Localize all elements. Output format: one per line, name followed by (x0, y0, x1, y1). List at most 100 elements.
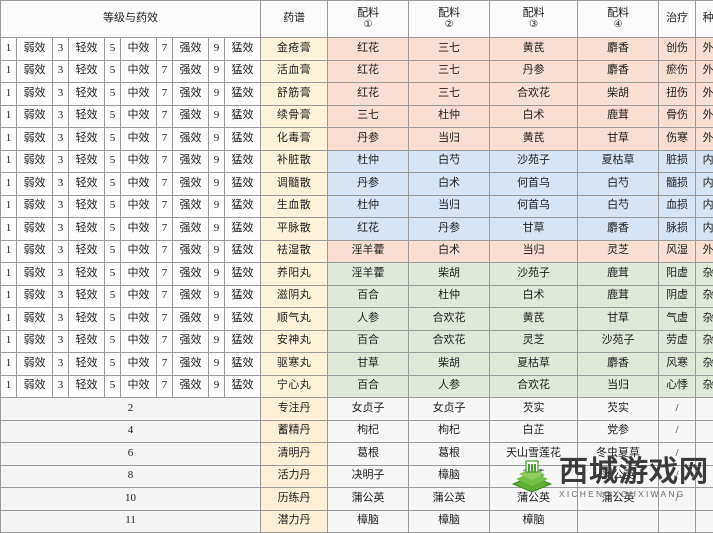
ingredient-2: 葛根 (409, 443, 490, 466)
ingredient-2: 三七 (409, 38, 490, 61)
ingredient-4: 蒲公英 (578, 488, 659, 511)
level-number: 7 (157, 308, 173, 331)
cure-target: 骨伤 (659, 105, 696, 128)
pill-name: 清明丹 (261, 443, 328, 466)
table-row: 1弱效3轻效5中效7强效9猛效祛湿散淫羊藿白术当归灵芝风湿外伤 (1, 240, 713, 263)
ingredient-2: 三七 (409, 83, 490, 106)
level-effect: 轻效 (69, 218, 105, 241)
recipe-name: 调髓散 (261, 173, 328, 196)
level-number: 3 (53, 83, 69, 106)
ingredient-3: 丹参 (490, 60, 578, 83)
level-effect: 中效 (121, 240, 157, 263)
ingredient-4: 麝香 (578, 218, 659, 241)
ingredient-1: 人参 (328, 308, 409, 331)
ingredient-4: 鹿茸 (578, 105, 659, 128)
level-number: 9 (209, 195, 225, 218)
ingredient-1: 决明子 (328, 465, 409, 488)
level-number: 3 (53, 38, 69, 61)
level-effect: 强效 (173, 195, 209, 218)
ingredient-2: 枸杞 (409, 420, 490, 443)
level-effect: 弱效 (17, 353, 53, 376)
recipe-name: 活血膏 (261, 60, 328, 83)
level-effect: 中效 (121, 60, 157, 83)
recipe-name: 续骨膏 (261, 105, 328, 128)
level-number: 9 (209, 330, 225, 353)
level-number: 3 (53, 60, 69, 83)
level-number: 7 (157, 128, 173, 151)
level-number: 5 (105, 173, 121, 196)
level-number: 3 (53, 128, 69, 151)
table-row: 1弱效3轻效5中效7强效9猛效驱寒丸甘草柴胡夏枯草麝香风寒杂症 (1, 353, 713, 376)
level-number: 7 (157, 105, 173, 128)
recipe-kind: 杂症 (696, 330, 713, 353)
ingredient-2: 杜仲 (409, 105, 490, 128)
level-number: 9 (209, 173, 225, 196)
ingredient-1: 丹参 (328, 128, 409, 151)
level-number: 7 (157, 83, 173, 106)
level-effect: 强效 (173, 105, 209, 128)
ingredient-1: 红花 (328, 218, 409, 241)
cure-target: 髓损 (659, 173, 696, 196)
level-effect: 轻效 (69, 308, 105, 331)
ingredient-3: 黄芪 (490, 128, 578, 151)
ingredient-3: 夏枯草 (490, 353, 578, 376)
ingredient-3: 天山雪莲花 (490, 443, 578, 466)
level-number: 5 (105, 105, 121, 128)
level-number: 3 (53, 285, 69, 308)
level-effect: 猛效 (225, 38, 261, 61)
cure-target: 劳虚 (659, 330, 696, 353)
ingredient-4: 蒲公英 (578, 465, 659, 488)
header-ingredient-3-number: ③ (490, 20, 577, 31)
level-effect: 轻效 (69, 105, 105, 128)
ingredient-3: 黄芪 (490, 38, 578, 61)
table-row: 1弱效3轻效5中效7强效9猛效生血散杜仲当归何首乌白芍血损内伤 (1, 195, 713, 218)
table-body-potions: 1弱效3轻效5中效7强效9猛效金疮膏红花三七黄芪麝香创伤外伤1弱效3轻效5中效7… (1, 38, 713, 398)
recipe-name: 舒筋膏 (261, 83, 328, 106)
recipe-kind (696, 443, 713, 466)
recipe-kind: 外伤 (696, 240, 713, 263)
level-effect: 中效 (121, 330, 157, 353)
ingredient-4: 白芍 (578, 173, 659, 196)
level-number: 5 (105, 150, 121, 173)
level-number: 7 (157, 60, 173, 83)
recipe-kind: 杂症 (696, 375, 713, 398)
level-number: 1 (1, 218, 17, 241)
pill-name: 历练丹 (261, 488, 328, 511)
ingredient-2: 合欢花 (409, 330, 490, 353)
level-effect: 弱效 (17, 263, 53, 286)
level-number: 5 (105, 128, 121, 151)
ingredient-4: 鹿茸 (578, 285, 659, 308)
cure-target: 创伤 (659, 38, 696, 61)
ingredient-4: 白芍 (578, 195, 659, 218)
header-kind: 种类 (696, 1, 713, 38)
level-number: 9 (209, 60, 225, 83)
recipe-name: 金疮膏 (261, 38, 328, 61)
level-effect: 轻效 (69, 195, 105, 218)
recipe-kind: 内伤 (696, 173, 713, 196)
level-number: 1 (1, 308, 17, 331)
cure-target: 脉损 (659, 218, 696, 241)
level-effect: 中效 (121, 285, 157, 308)
ingredient-2: 柴胡 (409, 263, 490, 286)
table-row: 1弱效3轻效5中效7强效9猛效补脏散杜仲白芍沙苑子夏枯草脏损内伤 (1, 150, 713, 173)
table-row: 1弱效3轻效5中效7强效9猛效活血膏红花三七丹参麝香瘀伤外伤 (1, 60, 713, 83)
level-effect: 弱效 (17, 308, 53, 331)
level-effect: 强效 (173, 240, 209, 263)
ingredient-3: 蒲公英 (490, 488, 578, 511)
header-ingredient-1: 配料 ① (328, 1, 409, 38)
level-number: 5 (105, 308, 121, 331)
ingredient-3: 白术 (490, 105, 578, 128)
ingredient-3: 甘草 (490, 218, 578, 241)
level-effect: 猛效 (225, 240, 261, 263)
level-number: 1 (1, 195, 17, 218)
level-number: 7 (157, 353, 173, 376)
level-effect: 猛效 (225, 150, 261, 173)
level-effect: 轻效 (69, 38, 105, 61)
ingredient-2: 合欢花 (409, 308, 490, 331)
level-number: 1 (1, 263, 17, 286)
header-ingredient-1-label: 配料 (357, 7, 379, 19)
level-effect: 强效 (173, 38, 209, 61)
table-row: 1弱效3轻效5中效7强效9猛效滋阴丸百合杜仲白术鹿茸阴虚杂症 (1, 285, 713, 308)
